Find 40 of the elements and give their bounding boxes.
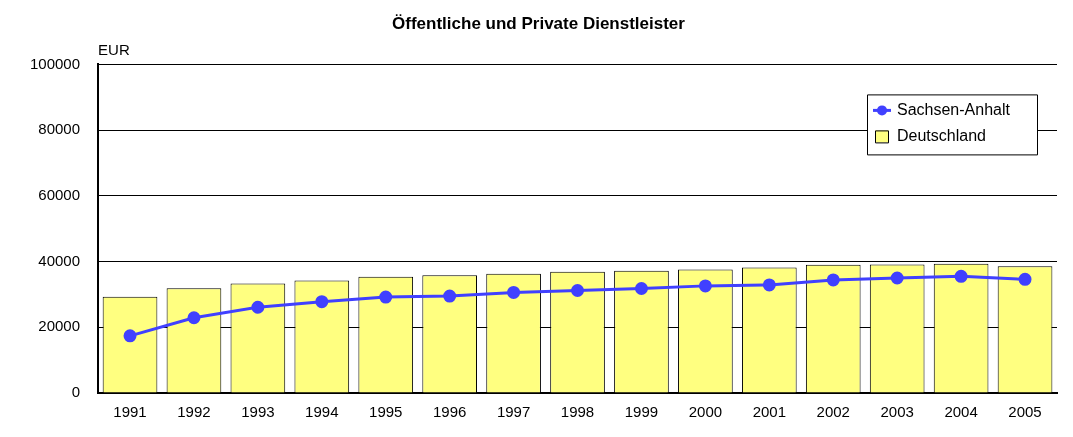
legend-label: Deutschland (897, 126, 986, 144)
x-tick-label: 2002 (816, 403, 850, 421)
x-tick-label: 2004 (944, 403, 978, 421)
point (443, 289, 457, 303)
x-tick-label: 1991 (113, 403, 147, 421)
x-tick-label: 2000 (688, 403, 723, 421)
y-tick-label: 40000 (38, 251, 81, 269)
y-axis-title: EUR (98, 41, 130, 59)
point (507, 285, 521, 299)
point (315, 295, 329, 309)
point (251, 300, 265, 314)
point (890, 271, 904, 285)
point (1018, 272, 1032, 286)
point (379, 290, 393, 304)
x-tick-label: 2003 (880, 403, 914, 421)
x-tick-label: 1997 (496, 403, 531, 421)
x-tick-label: 2005 (1008, 403, 1042, 421)
x-tick-label: 1993 (241, 403, 275, 421)
point (954, 269, 968, 283)
y-tick-label: 80000 (38, 120, 81, 138)
point (187, 311, 201, 325)
x-tick-label: 1999 (624, 403, 659, 421)
point (571, 283, 585, 297)
point (634, 282, 648, 296)
chart-title: Öffentliche und Private Dienstleister (392, 13, 686, 33)
x-tick-label: 1994 (305, 403, 339, 421)
x-tick-label: 2001 (752, 403, 786, 421)
point (698, 279, 712, 293)
y-tick-label: 100000 (29, 54, 81, 72)
point (762, 278, 776, 292)
point (123, 329, 137, 343)
y-tick-label: 20000 (38, 317, 81, 335)
x-tick-label: 1992 (177, 403, 211, 421)
x-tick-label: 1996 (432, 403, 467, 421)
legend-label: Sachsen-Anhalt (897, 100, 1011, 118)
y-tick-label: 0 (71, 383, 81, 401)
x-tick-label: 1995 (369, 403, 403, 421)
x-tick-label: 1998 (560, 403, 595, 421)
point (826, 273, 840, 287)
y-tick-label: 60000 (38, 185, 81, 203)
